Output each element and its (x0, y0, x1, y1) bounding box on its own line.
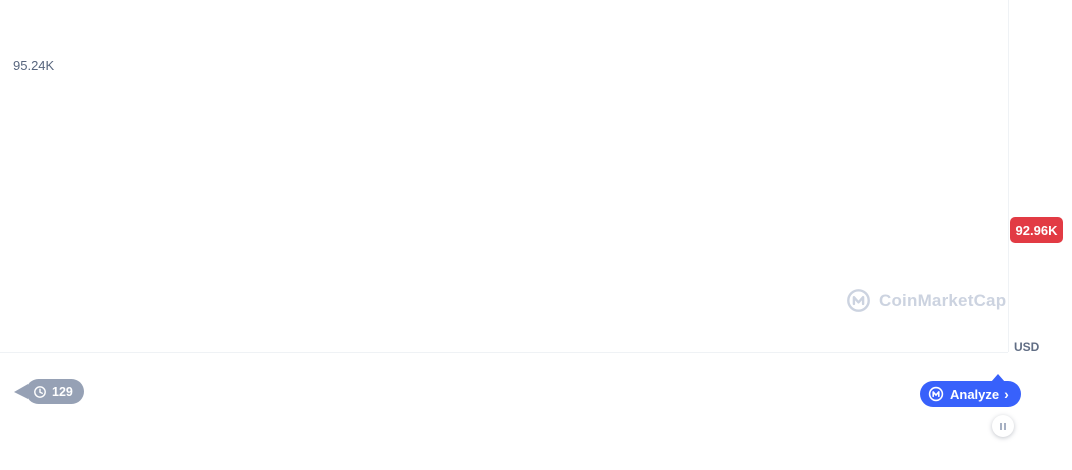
cmc-logo-icon (928, 386, 944, 402)
axis-separator-vertical (1008, 0, 1009, 352)
chevron-right-icon: › (1004, 386, 1009, 402)
previous-close-label: 95.24K (10, 57, 58, 74)
axis-separator-horizontal (0, 352, 1008, 353)
history-count-badge[interactable]: 129 (26, 379, 84, 404)
y-axis-unit[interactable]: USD (1014, 340, 1040, 354)
history-clock-icon (34, 385, 46, 398)
history-count: 129 (52, 384, 73, 399)
analyze-tooltip-pointer (991, 374, 1005, 382)
current-price-badge: 92.96K (1010, 217, 1063, 243)
timeline-minimap[interactable] (0, 412, 1072, 470)
price-chart[interactable] (0, 0, 1008, 352)
history-badge-pointer (14, 384, 28, 399)
pause-handle-icon (1004, 422, 1006, 430)
minimap-drag-handle[interactable] (992, 415, 1014, 437)
pause-handle-icon (1000, 422, 1002, 430)
analyze-label: Analyze (950, 386, 1000, 402)
analyze-button[interactable]: Analyze › (920, 381, 1021, 407)
